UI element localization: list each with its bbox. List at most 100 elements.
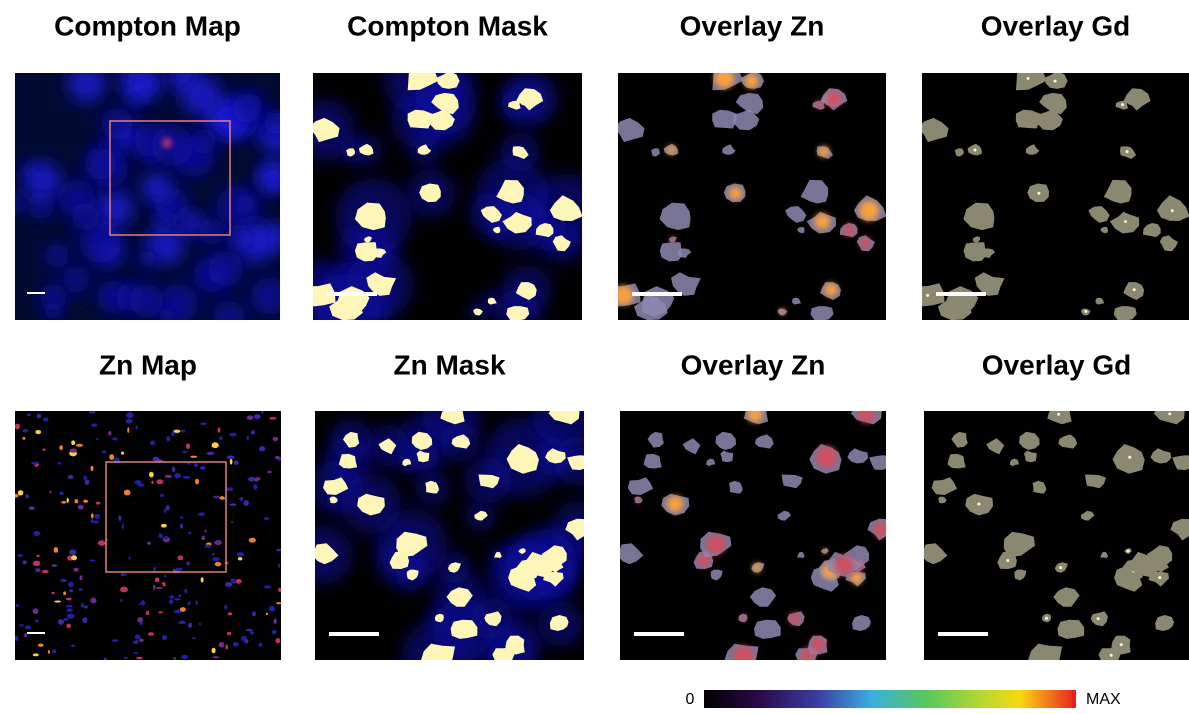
speckle (177, 555, 183, 560)
speckle (187, 462, 190, 465)
zn-signal (733, 646, 753, 666)
speckle (225, 582, 233, 587)
speckle (233, 642, 239, 647)
speckle (212, 442, 219, 448)
speckle (129, 556, 131, 560)
haze (24, 162, 61, 199)
speckle (146, 611, 149, 615)
zn-signal (706, 535, 725, 554)
speckle (234, 460, 238, 465)
gd-signal (1045, 617, 1048, 620)
speckle (48, 650, 50, 654)
panel-title: Overlay Gd (981, 10, 1130, 41)
speckle (82, 617, 87, 623)
speckle (63, 618, 68, 621)
haze (182, 76, 223, 117)
panel-title: Overlay Zn (680, 10, 825, 41)
speckle (200, 422, 207, 425)
speckle (246, 629, 253, 632)
speckle (250, 631, 254, 635)
gd-signal (977, 502, 980, 505)
speckle (174, 430, 181, 433)
speckle (68, 582, 74, 587)
speckle (274, 618, 277, 624)
speckle (104, 658, 107, 660)
speckle (59, 445, 63, 450)
gd-signal (1128, 456, 1131, 459)
background (620, 411, 886, 660)
speckle (266, 613, 268, 616)
speckle (124, 657, 128, 659)
speckle (25, 625, 31, 629)
gd-signal (1027, 77, 1030, 80)
speckle (214, 540, 222, 545)
speckle (253, 484, 257, 490)
speckle (231, 521, 234, 523)
gd-signal (974, 148, 977, 151)
speckle (22, 437, 25, 440)
panel-image (12, 410, 282, 660)
speckle (162, 635, 167, 640)
gd-signal (1037, 192, 1040, 195)
speckle (108, 431, 111, 436)
speckle (83, 476, 86, 481)
speckle (38, 643, 44, 646)
speckle (118, 515, 121, 521)
speckle (232, 578, 236, 583)
speckle (155, 577, 160, 582)
speckle (201, 577, 204, 582)
speckle (161, 524, 167, 528)
speckle (212, 557, 219, 561)
speckle (19, 624, 24, 626)
speckle (236, 579, 242, 584)
speckle (169, 595, 174, 599)
speckle (71, 440, 75, 445)
speckle (91, 513, 94, 518)
speckle (50, 490, 52, 493)
speckle (29, 507, 35, 510)
speckle (186, 561, 190, 566)
speckle (89, 559, 95, 561)
speckle (199, 623, 201, 625)
haze (208, 251, 243, 286)
speckle (175, 568, 183, 571)
scale-bar (329, 632, 379, 636)
haze (71, 203, 99, 231)
speckle (91, 423, 97, 427)
gd-signal (1084, 310, 1087, 313)
speckle (151, 480, 153, 484)
speckle (159, 534, 164, 538)
zn-signal (667, 146, 676, 155)
speckle (188, 531, 191, 534)
haze (62, 266, 89, 293)
speckle (251, 430, 255, 435)
speckle (51, 564, 57, 567)
speckle (219, 642, 225, 648)
speckle (98, 540, 106, 546)
speckle (204, 530, 206, 533)
speckle (180, 430, 185, 433)
zn-signal (744, 74, 758, 88)
speckle (171, 432, 174, 437)
speckle (84, 605, 88, 608)
speckle (67, 613, 75, 618)
gd-signal (926, 294, 929, 297)
haze (155, 212, 171, 228)
speckle (173, 657, 176, 660)
speckle (70, 448, 77, 452)
speckle (229, 503, 236, 506)
background (924, 411, 1189, 660)
speckle (81, 603, 84, 608)
zn-signal (843, 224, 855, 236)
speckle (247, 435, 249, 440)
speckle (26, 494, 29, 498)
speckle (27, 413, 31, 416)
speckle (22, 429, 28, 433)
speckle (180, 607, 186, 612)
speckle (24, 633, 27, 637)
speckle (112, 437, 117, 440)
speckle (34, 531, 39, 536)
haze (250, 277, 288, 315)
zn-signal (740, 615, 746, 621)
speckle (109, 454, 114, 460)
